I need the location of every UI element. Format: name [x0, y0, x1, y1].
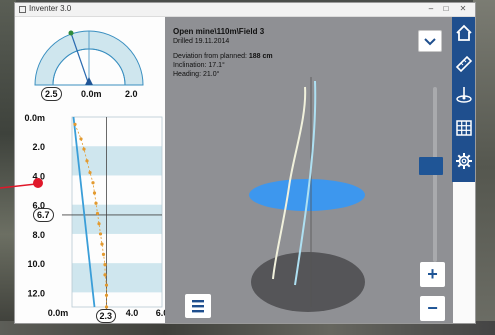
measured-point [95, 211, 100, 216]
view-options-button[interactable] [418, 30, 442, 52]
measured-point [88, 170, 92, 175]
chevron-down-icon [424, 38, 436, 46]
depth-band [72, 263, 162, 293]
desktop-background-right [473, 0, 495, 335]
measured-point [104, 305, 109, 309]
window-title: Inventer 3.0 [29, 4, 72, 13]
left-panel: 2.5 0.0m 2.0 0.0m 2.0 4.0 6.0 8.0 10.0 12.0 0.0… [17, 17, 167, 323]
close-icon[interactable]: ✕ [459, 4, 467, 13]
depth-tick-label: 12.0 [27, 288, 45, 298]
annotation-dot [33, 178, 43, 188]
depth-tick-label: 0.0m [24, 113, 45, 123]
measured-point [94, 201, 98, 205]
inclination-readout: Inclination: 17.1° [173, 62, 225, 69]
planned-series-line [72, 116, 96, 308]
ruler-icon [455, 55, 473, 73]
x-tick-label: 6.0 [156, 308, 167, 318]
measured-point [104, 293, 109, 297]
x-tick-label: 0.0m [48, 308, 69, 318]
app-icon [19, 6, 26, 13]
drill-button[interactable] [452, 81, 475, 111]
depth-marker-pill[interactable]: 6.7 [33, 207, 54, 222]
measured-point [91, 181, 95, 185]
menu-button[interactable] [185, 294, 211, 318]
ground-disc [251, 252, 365, 312]
deviation-value: 188 cm [248, 53, 273, 60]
minimize-icon[interactable]: – [428, 4, 434, 13]
measured-series-line [74, 124, 107, 307]
3d-view[interactable]: Open mine\110m\Field 3 Drilled 19.11.201… [165, 17, 453, 323]
measure-button[interactable] [452, 50, 475, 80]
depth-tick-label: 4.0 [32, 171, 45, 181]
measured-point [98, 232, 103, 236]
depth-tick-label: 10.0 [27, 259, 45, 269]
grid-icon [456, 120, 472, 136]
depth-tick-label: 6.0 [32, 201, 45, 211]
deviation-label: Deviation from planned: [173, 53, 249, 60]
zoom-in-button[interactable]: + [420, 262, 445, 287]
depth-tick-label: 2.0 [32, 142, 45, 152]
annotation-marker [0, 178, 43, 189]
grid-button[interactable] [452, 114, 475, 144]
settings-button[interactable] [452, 147, 475, 177]
measured-point [85, 159, 89, 163]
measured-point [73, 122, 77, 126]
compass-axis-right: 2.0 [125, 89, 138, 99]
measured-point [100, 242, 104, 246]
zoom-out-button[interactable]: − [420, 296, 445, 321]
measured-point [79, 137, 83, 141]
measured-point [104, 283, 109, 287]
measured-point [101, 252, 106, 256]
planned-trajectory [294, 80, 317, 286]
measured-point [103, 273, 107, 277]
compass-axis-center: 0.0m [81, 89, 102, 99]
maximize-icon[interactable]: □ [443, 4, 449, 13]
home-button[interactable] [452, 19, 475, 49]
compass-heading-dot [68, 30, 74, 36]
chart-frame [71, 116, 163, 308]
x-tick-label: 4.0 [126, 308, 139, 318]
app-window: Inventer 3.0 – □ ✕ 2.5 0.0m 2.0 0.0m 2.0 4… [14, 2, 476, 324]
compass-gauge [34, 30, 144, 86]
x-marker-pill[interactable]: 2.3 [95, 309, 117, 323]
actual-trajectory [272, 86, 307, 280]
hamburger-icon [192, 300, 204, 313]
depth-chart: 0.0m2.04.06.08.010.012.00.0m4.06.0 [24, 113, 167, 318]
desktop-background-bottom [0, 321, 495, 335]
depth-band [72, 204, 162, 234]
drill-icon [456, 87, 472, 103]
measured-point [97, 222, 101, 226]
measured-point [103, 263, 107, 267]
3d-scene [249, 77, 365, 312]
right-toolbar [452, 17, 475, 182]
heading-readout: Heading: 21.0° [173, 71, 220, 78]
hole-title: Open mine\110m\Field 3 [173, 27, 265, 36]
drilled-date: Drilled 19.11.2014 [173, 38, 230, 45]
measured-point [92, 191, 97, 195]
measured-point [82, 147, 86, 151]
home-icon [456, 24, 472, 41]
title-bar: Inventer 3.0 – □ ✕ [15, 3, 475, 17]
compass-value-pill: 2.5 [41, 87, 62, 101]
desktop-background-left [0, 0, 16, 335]
deviation-line: Deviation from planned: 188 cm [173, 53, 273, 60]
depth-tick-label: 8.0 [32, 230, 45, 240]
gear-icon [456, 153, 472, 169]
depth-slider-thumb[interactable] [419, 156, 443, 175]
